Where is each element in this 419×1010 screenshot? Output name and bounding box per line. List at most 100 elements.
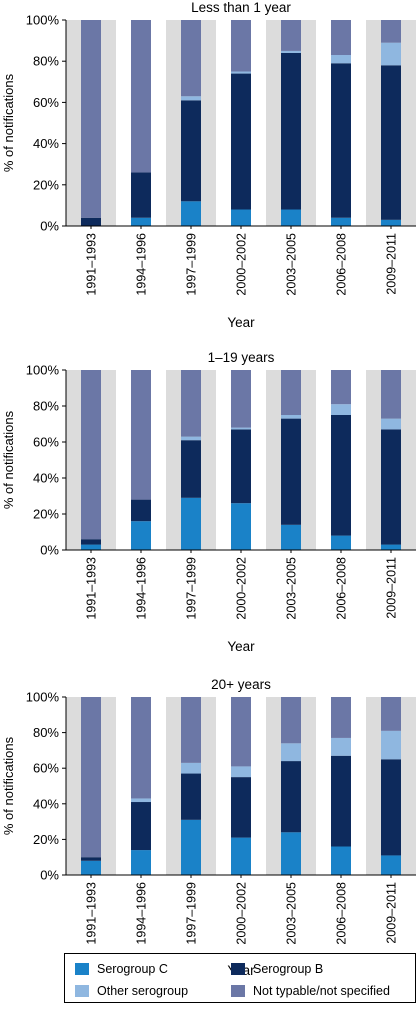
chart-panel-2: 0% 20% 40% 60% 80% 100% 1991–1993 1994–1996 1997… bbox=[1, 350, 416, 654]
x-tick-label: 1991–1993 bbox=[85, 557, 99, 620]
y-tick-label: 40% bbox=[33, 136, 59, 151]
bar-segment-other-serogroup bbox=[381, 418, 401, 430]
x-tick-label: 2000–2002 bbox=[235, 882, 249, 945]
bar-segment-serogroup-b bbox=[131, 172, 151, 218]
y-tick-label: 60% bbox=[33, 761, 59, 776]
bar-segment-not-typable-not-specified bbox=[131, 697, 151, 799]
x-axis-label: Year bbox=[227, 315, 255, 330]
bar-segment-serogroup-b bbox=[81, 217, 101, 226]
bar-segment-serogroup-b bbox=[381, 65, 401, 220]
legend-item-serogroup-c: Serogroup C bbox=[75, 962, 168, 976]
chart-panel-1: 0% 20% 40% 60% 80% 100% 1991–1993 1994–1996 1997… bbox=[1, 0, 416, 330]
x-tick-label: 2006–2008 bbox=[335, 882, 349, 945]
bar-segment-other-serogroup bbox=[331, 404, 351, 415]
y-tick-label: 60% bbox=[33, 95, 59, 110]
y-tick-label: 0% bbox=[40, 868, 59, 883]
x-tick-label: 2009–2011 bbox=[385, 557, 399, 619]
y-tick-label: 40% bbox=[33, 471, 59, 486]
x-tick-label: 2009–2011 bbox=[385, 882, 399, 944]
legend-swatch-other-serogroup bbox=[75, 985, 89, 997]
bar-segment-serogroup-b bbox=[231, 429, 251, 504]
bar-segment-serogroup-c bbox=[281, 832, 301, 875]
bar-segment-serogroup-b bbox=[331, 63, 351, 218]
bar-segment-serogroup-b bbox=[331, 755, 351, 847]
x-tick-label: 2000–2002 bbox=[235, 557, 249, 620]
bar-segment-other-serogroup bbox=[281, 743, 301, 762]
legend-item-other-serogroup: Other serogroup bbox=[75, 984, 188, 998]
bar-segment-serogroup-c bbox=[231, 837, 251, 875]
bar-segment-other-serogroup bbox=[281, 415, 301, 419]
bar-segment-not-typable-not-specified bbox=[381, 370, 401, 419]
y-axis-label: % of notifications bbox=[1, 736, 16, 835]
x-tick-label: 2003–2005 bbox=[285, 882, 299, 945]
y-tick-label: 100% bbox=[26, 690, 60, 705]
legend-swatch-serogroup-b bbox=[231, 963, 245, 975]
chart-panel-3: 0% 20% 40% 60% 80% 100% 1991–1993 1994–1996 1997… bbox=[1, 677, 416, 978]
bar-segment-other-serogroup bbox=[181, 96, 201, 101]
bar-segment-not-typable-not-specified bbox=[231, 697, 251, 767]
y-tick-label: 20% bbox=[33, 507, 59, 522]
x-tick-label: 2006–2008 bbox=[335, 233, 349, 296]
bar-segment-serogroup-b bbox=[381, 429, 401, 545]
x-tick-label: 1994–1996 bbox=[135, 557, 149, 620]
x-tick-label: 2003–2005 bbox=[285, 233, 299, 296]
y-tick-label: 20% bbox=[33, 832, 59, 847]
bar-segment-not-typable-not-specified bbox=[131, 20, 151, 173]
y-tick-label: 0% bbox=[40, 219, 59, 234]
bar-segment-other-serogroup bbox=[281, 50, 301, 53]
y-tick-label: 20% bbox=[33, 177, 59, 192]
x-tick-label: 1991–1993 bbox=[85, 882, 99, 945]
bar-segment-serogroup-c bbox=[231, 209, 251, 226]
bar-segment-serogroup-b bbox=[131, 499, 151, 522]
y-tick-label: 0% bbox=[40, 543, 59, 558]
bar-segment-other-serogroup bbox=[231, 766, 251, 778]
bar-segment-serogroup-b bbox=[231, 777, 251, 838]
bar-segment-serogroup-b bbox=[81, 539, 101, 545]
x-tick-label: 2006–2008 bbox=[335, 557, 349, 620]
bar-segment-serogroup-b bbox=[381, 759, 401, 856]
bar-segment-not-typable-not-specified bbox=[281, 370, 301, 415]
bar-segment-serogroup-c bbox=[181, 497, 201, 550]
bar-segment-serogroup-b bbox=[131, 802, 151, 851]
bar-segment-serogroup-b bbox=[281, 761, 301, 833]
bar-segment-other-serogroup bbox=[181, 762, 201, 774]
bar-segment-not-typable-not-specified bbox=[331, 20, 351, 56]
bar-segment-other-serogroup bbox=[331, 55, 351, 64]
bar-segment-serogroup-c bbox=[181, 819, 201, 875]
legend-label-serogroup-b: Serogroup B bbox=[253, 962, 324, 976]
bar-segment-serogroup-c bbox=[181, 201, 201, 226]
bar-segment-not-typable-not-specified bbox=[81, 20, 101, 218]
legend-label-not-typable: Not typable/not specified bbox=[253, 984, 390, 998]
x-tick-label: 1997–1999 bbox=[185, 882, 199, 945]
bar-segment-other-serogroup bbox=[231, 71, 251, 74]
chart-title: Less than 1 year bbox=[191, 0, 291, 15]
bar-segment-other-serogroup bbox=[181, 436, 201, 441]
bar-segment-serogroup-c bbox=[231, 503, 251, 550]
y-tick-label: 100% bbox=[26, 13, 60, 28]
bar-segment-serogroup-b bbox=[181, 100, 201, 202]
bar-segment-serogroup-c bbox=[331, 846, 351, 875]
bar-segment-not-typable-not-specified bbox=[181, 20, 201, 97]
bar-segment-serogroup-c bbox=[381, 544, 401, 550]
bar-segment-not-typable-not-specified bbox=[231, 370, 251, 428]
y-tick-label: 80% bbox=[33, 399, 59, 414]
x-tick-label: 1994–1996 bbox=[135, 233, 149, 296]
x-tick-label: 1997–1999 bbox=[185, 233, 199, 296]
bar-segment-other-serogroup bbox=[131, 798, 151, 803]
y-tick-label: 100% bbox=[26, 363, 60, 378]
y-tick-label: 80% bbox=[33, 725, 59, 740]
x-tick-label: 1994–1996 bbox=[135, 882, 149, 945]
bar-segment-serogroup-b bbox=[181, 440, 201, 498]
x-tick-label: 2000–2002 bbox=[235, 233, 249, 296]
legend-item-not-typable: Not typable/not specified bbox=[231, 984, 390, 998]
bar-segment-serogroup-c bbox=[131, 850, 151, 875]
bar-segment-other-serogroup bbox=[331, 737, 351, 756]
x-tick-label: 1997–1999 bbox=[185, 557, 199, 620]
y-tick-label: 60% bbox=[33, 435, 59, 450]
x-tick-label: 2003–2005 bbox=[285, 557, 299, 620]
bar-segment-other-serogroup bbox=[381, 42, 401, 66]
bar-segment-other-serogroup bbox=[381, 730, 401, 760]
legend-swatch-serogroup-c bbox=[75, 963, 89, 975]
